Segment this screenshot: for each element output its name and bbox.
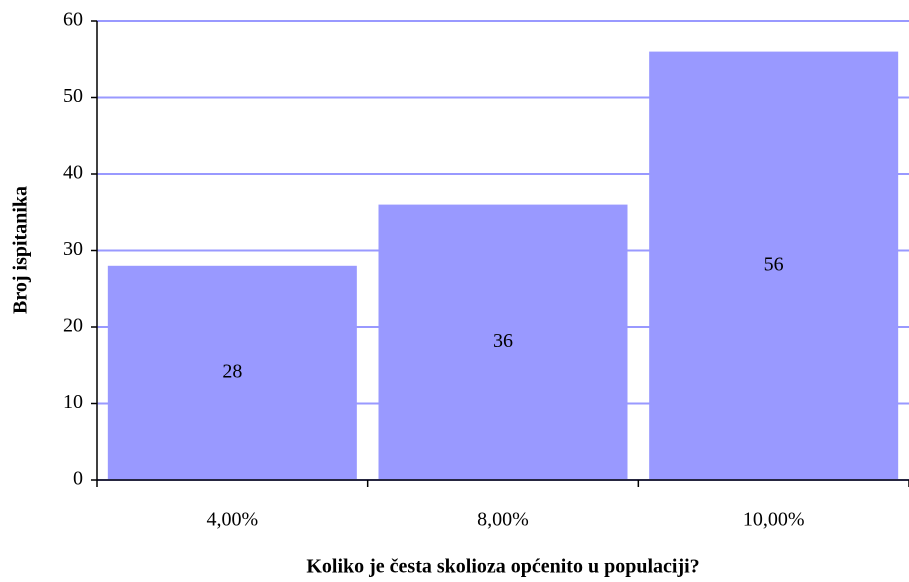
x-tick-label: 10,00%	[743, 509, 805, 531]
y-tick-label: 30	[63, 238, 83, 260]
x-tick-label: 8,00%	[477, 509, 529, 531]
data-label: 56	[764, 253, 784, 275]
y-tick-label: 0	[73, 468, 83, 490]
y-tick-label: 40	[63, 162, 83, 184]
y-axis-title: Broj ispitanika	[10, 186, 32, 314]
bar	[107, 265, 357, 480]
y-tick-label: 50	[63, 85, 83, 107]
y-tick-label: 60	[63, 9, 83, 31]
y-tick-label: 10	[63, 391, 83, 413]
data-label: 28	[222, 360, 242, 382]
bar	[378, 204, 628, 480]
y-tick-label: 20	[63, 315, 83, 337]
x-axis-title: Koliko je česta skolioza općenito u popu…	[306, 556, 699, 578]
bar	[649, 51, 899, 480]
data-label: 36	[493, 330, 513, 352]
x-tick-label: 4,00%	[206, 509, 258, 531]
